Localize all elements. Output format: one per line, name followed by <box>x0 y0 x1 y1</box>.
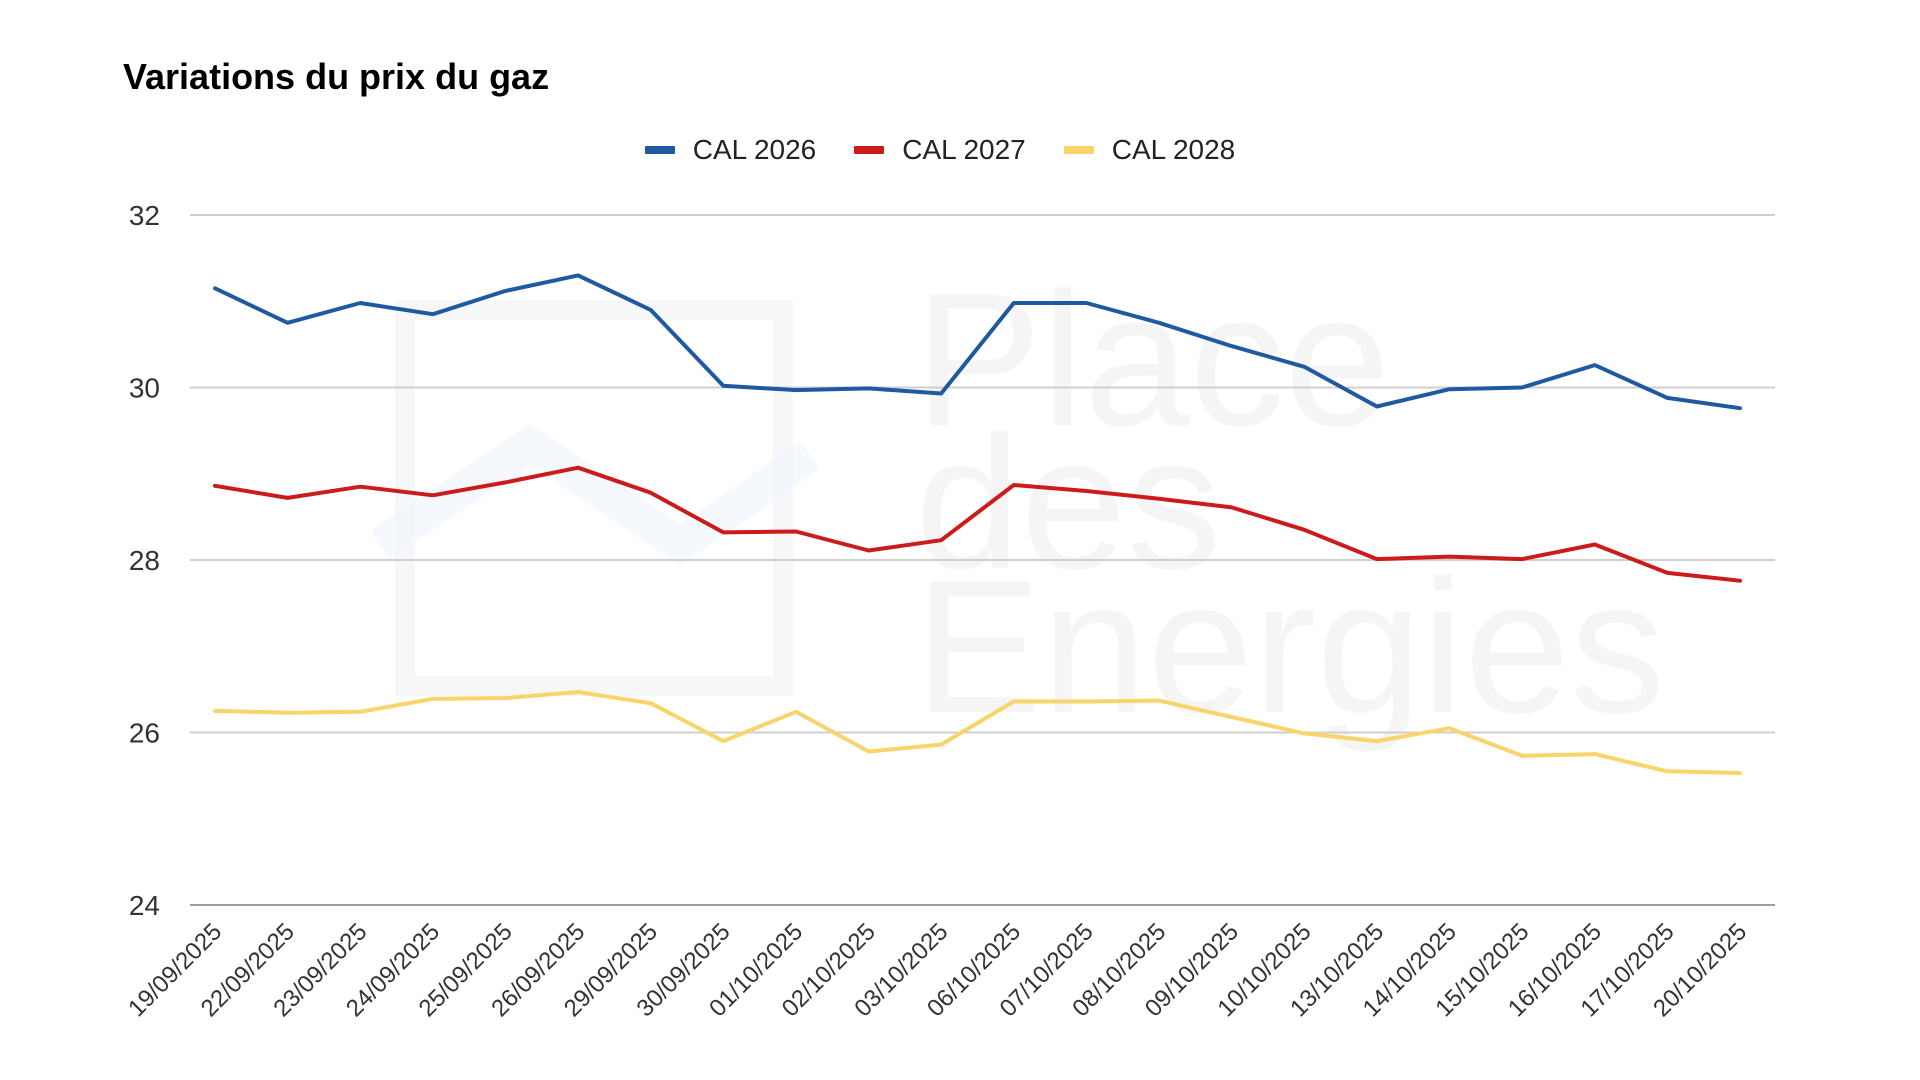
y-tick-label: 26 <box>129 718 160 749</box>
series-line-cal-2027 <box>213 465 1742 583</box>
y-tick-label: 28 <box>129 545 160 576</box>
legend-label: CAL 2027 <box>902 134 1026 165</box>
y-tick-label: 30 <box>129 373 160 404</box>
legend-label: CAL 2028 <box>1111 134 1236 165</box>
watermark-text-des: des <box>915 397 1221 609</box>
series-line-cal-2026 <box>213 273 1742 411</box>
x-axis: 19/09/202522/09/202523/09/202524/09/2025… <box>123 918 1752 1022</box>
legend-swatch <box>644 146 675 154</box>
watermark-chevron <box>370 424 820 566</box>
y-axis: 24 26 28 30 32 <box>129 200 160 921</box>
legend-item-cal-2028[interactable]: CAL 2028 <box>1063 134 1236 166</box>
series-line-cal-2028 <box>213 690 1742 775</box>
series-lines <box>213 273 1742 775</box>
watermark-text-place: Place <box>915 254 1390 466</box>
y-tick-label: 24 <box>129 890 160 921</box>
watermark-text-energies: Energies <box>915 541 1665 753</box>
chart-legend: CAL 2026 CAL 2027 CAL 2028 <box>0 134 1920 166</box>
chart-title: Variations du prix du gaz <box>123 56 550 97</box>
watermark-logo: Place des Energies <box>370 254 1665 753</box>
legend-label: CAL 2026 <box>692 134 817 165</box>
legend-swatch <box>854 146 885 154</box>
legend-item-cal-2027[interactable]: CAL 2027 <box>854 134 1026 166</box>
y-tick-label: 32 <box>129 200 160 231</box>
legend-item-cal-2026[interactable]: CAL 2026 <box>644 134 817 166</box>
legend-swatch <box>1063 146 1094 154</box>
watermark-frame <box>395 300 793 696</box>
